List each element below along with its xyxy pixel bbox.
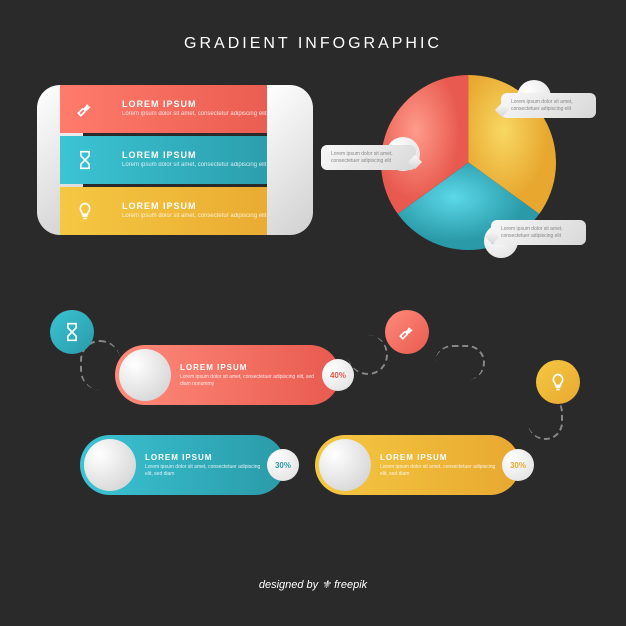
bulb-icon	[536, 360, 580, 404]
bar-title: LOREM IPSUM	[122, 99, 278, 109]
pill-circle	[319, 439, 371, 491]
pill-circle	[119, 349, 171, 401]
pill-sub: Lorem ipsum dolor sit amet, consectetuer…	[380, 464, 502, 477]
pie-label: Lorem ipsum dolor sit amet, consectetuer…	[491, 220, 586, 245]
pie-chart: 35% 40% 25% Lorem ipsum dolor sit amet, …	[381, 75, 556, 250]
bar-sub: Lorem ipsum dolor sit amet, consectetur …	[122, 213, 278, 221]
pill-pct: 30%	[502, 449, 534, 481]
flow-pill: LOREM IPSUM Lorem ipsum dolor sit amet, c…	[315, 435, 520, 495]
bulb-icon	[60, 187, 110, 235]
pie-label: Lorem ipsum dolor sit amet, consectetuer…	[501, 93, 596, 118]
flow-pill: LOREM IPSUM Lorem ipsum dolor sit amet, c…	[80, 435, 285, 495]
bar-title: LOREM IPSUM	[122, 201, 278, 211]
bar-item: LOREM IPSUM Lorem ipsum dolor sit amet, c…	[60, 85, 290, 133]
wrench-icon	[60, 85, 110, 133]
bar-list: LOREM IPSUM Lorem ipsum dolor sit amet, c…	[60, 85, 290, 238]
hourglass-icon	[50, 310, 94, 354]
pill-pct: 40%	[322, 359, 354, 391]
bar-title: LOREM IPSUM	[122, 150, 278, 160]
bar-sub: Lorem ipsum dolor sit amet, consectetur …	[122, 111, 278, 119]
bar-item: LOREM IPSUM Lorem ipsum dolor sit amet, c…	[60, 187, 290, 235]
flow-diagram: LOREM IPSUM Lorem ipsum dolor sit amet, c…	[50, 310, 580, 530]
connector	[348, 335, 388, 375]
pie-label: Lorem ipsum dolor sit amet, consectetuer…	[321, 145, 416, 170]
bar-sub: Lorem ipsum dolor sit amet, consectetur …	[122, 162, 278, 170]
pill-title: LOREM IPSUM	[145, 453, 267, 462]
connector	[435, 345, 485, 380]
hourglass-icon	[60, 136, 110, 184]
bar-item: LOREM IPSUM Lorem ipsum dolor sit amet, c…	[60, 136, 290, 184]
pill-title: LOREM IPSUM	[180, 363, 322, 372]
wrench-icon	[385, 310, 429, 354]
pill-title: LOREM IPSUM	[380, 453, 502, 462]
page-title: GRADIENT INFOGRAPHIC	[0, 0, 626, 53]
bar-cap-right	[267, 85, 313, 235]
flow-pill: LOREM IPSUM Lorem ipsum dolor sit amet, c…	[115, 345, 340, 405]
pill-pct: 30%	[267, 449, 299, 481]
pill-sub: Lorem ipsum dolor sit amet, consectetuer…	[145, 464, 267, 477]
pill-circle	[84, 439, 136, 491]
footer-credit: designed by ⚜ freepik	[0, 578, 626, 591]
pill-sub: Lorem ipsum dolor sit amet, consectetuer…	[180, 374, 322, 387]
